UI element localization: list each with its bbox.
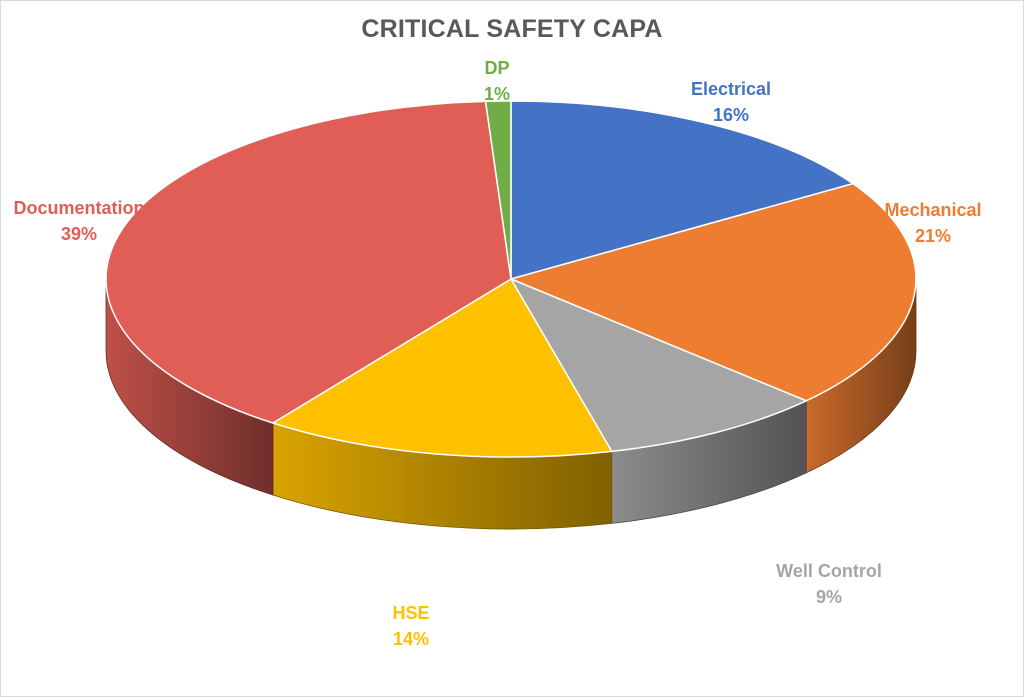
pie-slice-well-control	[510, 278, 807, 453]
slice-label-hse: HSE	[392, 603, 429, 623]
slice-percent-electrical: 16%	[713, 105, 749, 125]
slice-label-electrical: Electrical	[691, 79, 771, 99]
chart-title: CRITICAL SAFETY CAPA	[361, 15, 663, 43]
pie-labels: Electrical 16% Mechanical 21% Well Control 9%…	[13, 58, 981, 649]
pie-slice-hse	[272, 278, 613, 458]
slice-label-mechanical: Mechanical	[884, 200, 981, 220]
pie-slice-dp	[484, 100, 512, 280]
pie-slice-documentation	[105, 100, 512, 424]
slice-label-well-control: Well Control	[776, 561, 882, 581]
slice-percent-documentation: 39%	[61, 224, 97, 244]
slice-percent-hse: 14%	[393, 629, 429, 649]
slice-label-documentation: Documentation	[13, 198, 144, 218]
slice-percent-dp: 1%	[484, 84, 510, 104]
pie-sides	[105, 278, 917, 530]
pie-slice-electrical	[510, 100, 854, 280]
pie-tops	[105, 100, 917, 458]
slice-label-dp: DP	[484, 58, 509, 78]
slice-percent-well-control: 9%	[816, 587, 842, 607]
slice-percent-mechanical: 21%	[915, 226, 951, 246]
pie-slice-mechanical	[510, 182, 917, 402]
